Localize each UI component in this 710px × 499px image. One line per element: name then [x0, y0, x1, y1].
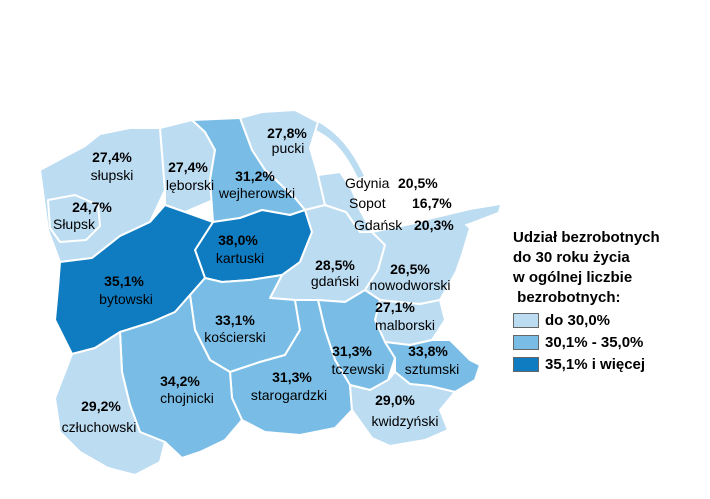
vistula-spit	[420, 205, 500, 232]
legend-title-line: bezrobotnych:	[513, 289, 621, 306]
region-name: słupski	[91, 167, 134, 183]
legend-title-line: Udział bezrobotnych	[513, 229, 660, 246]
region-slupsk[interactable]	[47, 194, 101, 243]
region-value: 35,1%	[104, 273, 144, 289]
region-value: 28,5%	[315, 257, 355, 273]
legend-swatch	[513, 312, 539, 328]
region-value: 27,4%	[168, 159, 208, 175]
region-value: 33,1%	[215, 312, 255, 328]
hel-peninsula	[316, 122, 364, 178]
city-value: 20,5%	[398, 175, 438, 191]
region-name: kościerski	[204, 329, 265, 345]
region-value: 34,2%	[160, 373, 200, 389]
region-value: 27,1%	[375, 299, 415, 315]
city-name: Sopot	[349, 195, 386, 211]
region-name: starogardzki	[251, 387, 327, 403]
region-value: 27,8%	[267, 125, 307, 141]
region-name: gdański	[311, 273, 359, 289]
legend-item-mid: 30,1% - 35,0%	[513, 332, 708, 352]
legend-title-line: do 30 roku życia	[513, 249, 630, 266]
region-name: pucki	[272, 140, 305, 156]
legend-title: Udział bezrobotnych do 30 roku życia w o…	[513, 228, 708, 308]
region-name: wejherowski	[218, 185, 295, 201]
region-value: 26,5%	[390, 261, 430, 277]
region-name: tczewski	[332, 361, 385, 377]
region-name: kartuski	[216, 250, 264, 266]
region-name: bytowski	[99, 291, 153, 307]
city-value: 20,3%	[414, 217, 454, 233]
legend-item-low: do 30,0%	[513, 310, 708, 330]
region-name: lęborski	[166, 177, 214, 193]
legend-title-line: w ogólnej liczbie	[513, 269, 633, 286]
region-kwidzynski[interactable]	[349, 371, 456, 447]
region-name: malborski	[375, 317, 435, 333]
region-value: 29,0%	[375, 392, 415, 408]
region-value: 33,8%	[408, 343, 448, 359]
legend-item-high: 35,1% i więcej	[513, 354, 708, 374]
city-labels: Gdynia 20,5% Sopot 16,7% Gdańsk 20,3%	[345, 175, 454, 233]
region-value: 31,3%	[332, 343, 372, 359]
legend-label: do 30,0%	[545, 311, 611, 329]
tricity-area	[317, 171, 373, 233]
region-value: 31,2%	[235, 168, 275, 184]
region-value: 27,4%	[92, 149, 132, 165]
city-value: 16,7%	[412, 195, 452, 211]
region-name: nowodworski	[370, 277, 451, 293]
region-value: 24,7%	[72, 199, 112, 215]
legend: Udział bezrobotnych do 30 roku życia w o…	[513, 228, 708, 374]
legend-swatch	[513, 356, 539, 372]
region-value: 29,2%	[81, 398, 121, 414]
region-labels: 27,8%pucki 27,4% słupski 27,4% lęborski 31,2%…	[53, 125, 459, 435]
legend-label: 35,1% i więcej	[545, 355, 646, 373]
legend-label: 30,1% - 35,0%	[545, 333, 644, 351]
region-starogardzki[interactable]	[229, 299, 353, 436]
region-name: sztumski	[405, 361, 459, 377]
legend-swatch	[513, 334, 539, 350]
region-name: człuchowski	[62, 419, 137, 435]
region-name: kwidzyński	[372, 413, 439, 429]
city-name: Gdynia	[345, 175, 390, 191]
region-czluchowski[interactable]	[54, 331, 166, 476]
city-name: Gdańsk	[354, 217, 403, 233]
region-value: 31,3%	[272, 369, 312, 385]
region-value: 38,0%	[218, 232, 258, 248]
region-name: chojnicki	[160, 390, 214, 406]
region-name: Słupsk	[53, 216, 96, 232]
